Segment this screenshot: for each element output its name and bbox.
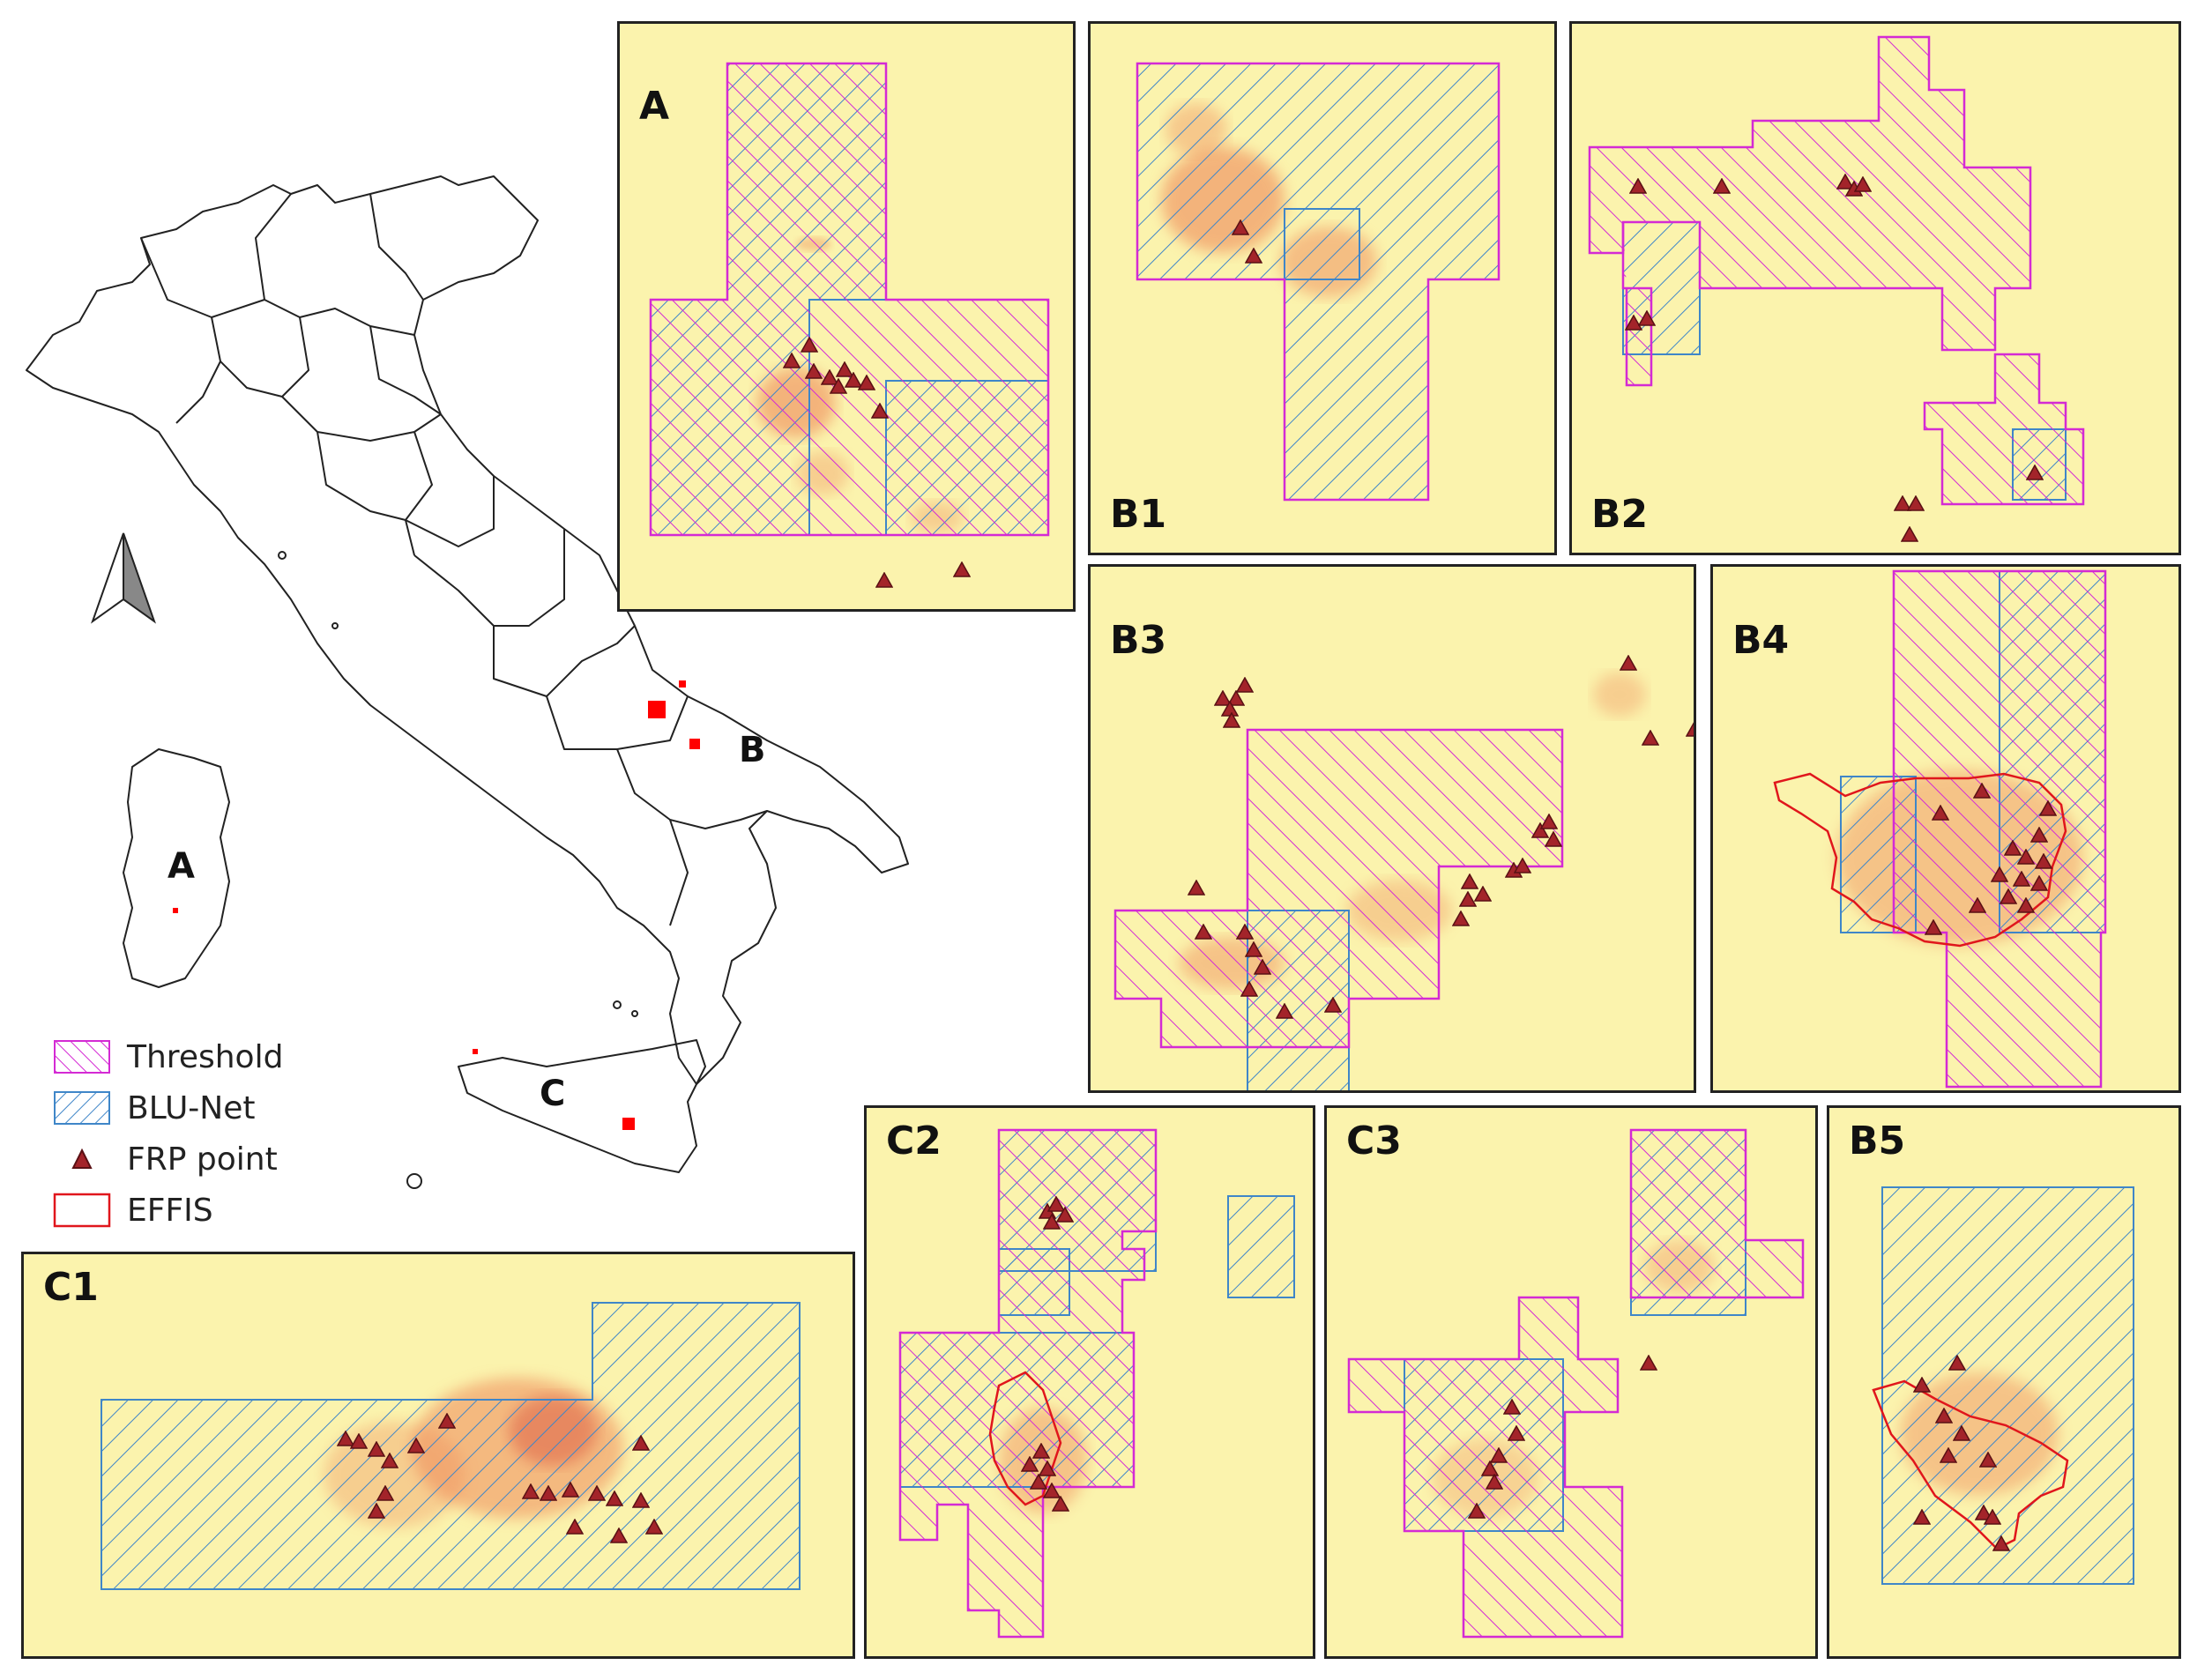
effis-outline-icon	[53, 1193, 111, 1228]
panel-label: B2	[1591, 492, 1649, 537]
blunet-zone	[1136, 63, 1500, 501]
frp-triangle-icon	[71, 1148, 93, 1169]
panel-b1: B1	[1088, 21, 1557, 555]
legend-item-frp: FRP point	[53, 1134, 283, 1185]
panel-label: B1	[1110, 492, 1167, 537]
threshold-zone	[898, 1128, 1158, 1639]
panel-label: B4	[1732, 618, 1790, 663]
panel-a: A	[617, 21, 1076, 612]
study-area-b-marker-3	[689, 739, 700, 749]
legend: Threshold BLU-Net FRP point EFFIS	[53, 1031, 283, 1236]
region-label-b: B	[739, 730, 766, 770]
panel-c1: C1	[21, 1252, 855, 1659]
threshold-zone-2	[1347, 1296, 1624, 1639]
effis-perimeter	[988, 1371, 1062, 1506]
panel-b2: B2	[1569, 21, 2181, 555]
legend-label: EFFIS	[127, 1192, 213, 1229]
threshold-hatch-icon	[54, 1040, 110, 1074]
italy-overview-map	[26, 175, 909, 1189]
blunet-hatch-icon	[54, 1091, 110, 1125]
legend-item-effis: EFFIS	[53, 1185, 283, 1236]
threshold-zone	[1136, 62, 1501, 502]
region-label-c: C	[540, 1074, 566, 1114]
legend-label: BLU-Net	[127, 1089, 256, 1126]
panel-label: A	[639, 84, 670, 129]
region-label-a: A	[168, 846, 195, 887]
panel-b3: B3	[1088, 564, 1696, 1093]
legend-item-threshold: Threshold	[53, 1031, 283, 1082]
panel-label: C3	[1346, 1119, 1402, 1163]
study-area-b-marker-2	[679, 680, 686, 688]
legend-label: FRP point	[127, 1141, 278, 1178]
panel-label: B5	[1849, 1119, 1906, 1163]
blunet-zone	[101, 1302, 801, 1590]
threshold-zone	[1113, 728, 1564, 1049]
panel-label: C1	[43, 1265, 99, 1310]
study-area-b-marker-1	[648, 701, 666, 718]
legend-label: Threshold	[127, 1038, 284, 1075]
panel-label: B3	[1110, 618, 1167, 663]
threshold-zone	[649, 62, 1050, 537]
panel-c2: C2	[864, 1105, 1315, 1659]
effis-perimeter	[1773, 772, 2067, 948]
sardinia-outline	[123, 748, 230, 988]
legend-item-blunet: BLU-Net	[53, 1082, 283, 1134]
study-area-c-marker-2	[473, 1049, 478, 1054]
threshold-zone	[1588, 35, 2032, 352]
panel-label: C2	[886, 1119, 942, 1163]
north-arrow-icon	[91, 532, 156, 624]
effis-perimeter	[1872, 1379, 2069, 1550]
panel-b5: B5	[1827, 1105, 2181, 1659]
sicily-outline	[458, 1039, 706, 1173]
blunet-zone	[1881, 1186, 2134, 1585]
study-area-c-marker	[622, 1118, 635, 1130]
threshold-zone	[1629, 1128, 1805, 1299]
panel-b4: B4	[1710, 564, 2181, 1093]
threshold-zone	[1892, 569, 2107, 1089]
panel-c3: C3	[1324, 1105, 1818, 1659]
study-area-a-marker	[173, 908, 178, 913]
